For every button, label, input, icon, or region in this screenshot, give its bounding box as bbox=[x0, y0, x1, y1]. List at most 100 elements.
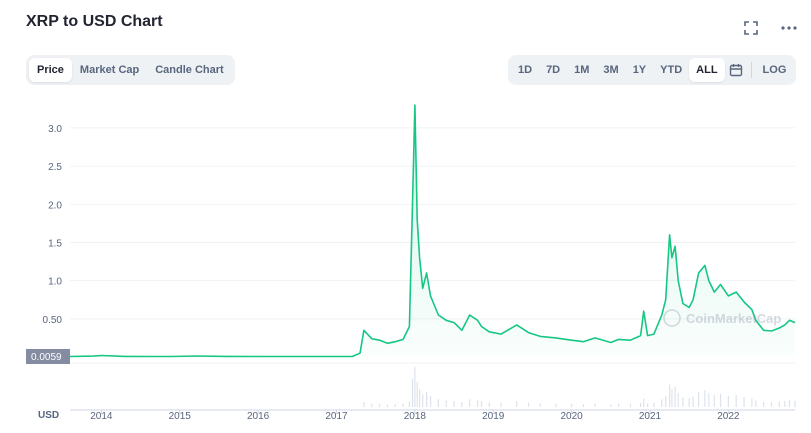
x-tick-label: 2014 bbox=[90, 411, 113, 422]
volume-bar bbox=[500, 402, 502, 407]
volume-bar bbox=[784, 401, 786, 407]
y-tick-label: 2.5 bbox=[48, 162, 62, 173]
watermark-text: CoinMarketCap bbox=[686, 311, 781, 326]
current-price-label: 0.0059 bbox=[31, 352, 62, 363]
price-line bbox=[69, 104, 796, 358]
volume-bar bbox=[476, 400, 479, 407]
volume-bar bbox=[671, 388, 673, 407]
x-tick-label: 2018 bbox=[404, 411, 427, 422]
y-tick-label: 2.0 bbox=[48, 200, 62, 211]
volume-bar bbox=[763, 402, 765, 407]
volume-bar bbox=[755, 400, 757, 407]
volume-bar bbox=[469, 399, 471, 407]
volume-bar bbox=[445, 400, 447, 407]
volume-bar bbox=[788, 400, 791, 407]
range-all[interactable]: ALL bbox=[689, 58, 725, 82]
volume-bar bbox=[665, 396, 667, 407]
chart-type-tabs: Price Market Cap Candle Chart bbox=[26, 55, 235, 85]
x-tick-label: 2016 bbox=[247, 411, 270, 422]
price-tag-bg bbox=[26, 349, 70, 364]
volume-bar bbox=[555, 403, 557, 407]
log-toggle[interactable]: LOG bbox=[762, 64, 787, 76]
volume-bar bbox=[394, 404, 396, 407]
volume-bar bbox=[378, 403, 381, 407]
volume-bar bbox=[582, 404, 584, 407]
volume-bar bbox=[416, 381, 418, 407]
volume-bar bbox=[618, 403, 620, 407]
volume-bar bbox=[429, 395, 432, 407]
volume-bar bbox=[461, 402, 463, 407]
price-chart: 0.50 1.0 1.5 2.0 2.5 3.0 CoinMarketCap 0.0059 US… bbox=[26, 104, 796, 422]
volume-bar bbox=[386, 404, 389, 407]
volume-bar bbox=[682, 397, 684, 407]
expand-icon[interactable] bbox=[743, 20, 759, 36]
calendar-icon[interactable] bbox=[725, 58, 747, 82]
volume-bar bbox=[778, 401, 780, 407]
volume-bar bbox=[692, 396, 694, 407]
volume-bar bbox=[422, 394, 424, 407]
volume-bar bbox=[704, 390, 706, 407]
volume-bar bbox=[488, 402, 490, 407]
volume-bar bbox=[408, 401, 410, 407]
volume-bar bbox=[727, 395, 729, 407]
volume-bar bbox=[735, 395, 737, 407]
volume-bar bbox=[411, 379, 414, 407]
x-tick-label: 2020 bbox=[560, 411, 583, 422]
volume-bar bbox=[708, 393, 710, 407]
volume-bar bbox=[661, 399, 663, 407]
volume-bar bbox=[653, 402, 655, 407]
x-tick-label: 2022 bbox=[717, 411, 740, 422]
volume-bar bbox=[437, 399, 439, 407]
volume-bar bbox=[794, 400, 796, 407]
volume-bar bbox=[688, 397, 690, 407]
volume-bar bbox=[516, 401, 518, 407]
volume-bar bbox=[527, 402, 530, 407]
volume-bar bbox=[426, 391, 428, 407]
volume-bar bbox=[418, 388, 421, 407]
range-1m[interactable]: 1M bbox=[574, 64, 590, 76]
x-tick-label: 2017 bbox=[325, 411, 348, 422]
volume-bar bbox=[713, 395, 715, 407]
volume-bar bbox=[610, 404, 612, 407]
volume-bar bbox=[371, 403, 373, 407]
range-7d[interactable]: 7D bbox=[546, 64, 561, 76]
volume-bar bbox=[414, 367, 416, 407]
volume-bar bbox=[674, 386, 676, 407]
page-title: XRP to USD Chart bbox=[26, 13, 163, 30]
range-ytd[interactable]: YTD bbox=[660, 64, 683, 76]
volume-bar bbox=[668, 384, 671, 407]
x-tick-label: 2019 bbox=[482, 411, 505, 422]
y-tick-label: 3.0 bbox=[48, 124, 62, 135]
volume-bar bbox=[677, 393, 679, 407]
volume-bar bbox=[751, 398, 753, 407]
watermark-logo-icon bbox=[663, 309, 681, 327]
y-tick-label: 0.50 bbox=[43, 315, 63, 326]
volume-bar bbox=[539, 403, 541, 407]
y-tick-label: 1.5 bbox=[48, 238, 62, 249]
top-actions bbox=[743, 20, 797, 36]
tab-market-cap[interactable]: Market Cap bbox=[79, 64, 140, 76]
volume-bar bbox=[629, 403, 632, 407]
range-selector: 1D 7D 1M 3M 1Y YTD ALL LOG bbox=[508, 55, 797, 85]
volume-bar bbox=[643, 398, 645, 407]
more-icon[interactable] bbox=[781, 20, 797, 36]
price-area bbox=[70, 105, 795, 357]
volume-bar bbox=[571, 403, 573, 407]
tab-candle-chart[interactable]: Candle Chart bbox=[155, 64, 224, 76]
volume-bar bbox=[743, 396, 745, 407]
range-3m[interactable]: 3M bbox=[603, 64, 619, 76]
volume-bar bbox=[770, 402, 773, 407]
volume-bar bbox=[402, 403, 404, 407]
x-tick-label: 2021 bbox=[639, 411, 662, 422]
volume-bar bbox=[719, 393, 722, 407]
tab-price[interactable]: Price bbox=[29, 58, 72, 82]
x-tick-label: 2015 bbox=[169, 411, 192, 422]
volume-bar bbox=[594, 403, 596, 407]
range-1y[interactable]: 1Y bbox=[632, 64, 647, 76]
currency-label: USD bbox=[38, 410, 59, 421]
volume-bar bbox=[647, 403, 649, 407]
y-tick-label: 1.0 bbox=[48, 277, 62, 288]
range-1d[interactable]: 1D bbox=[518, 64, 533, 76]
range-divider bbox=[750, 62, 752, 78]
volume-bar bbox=[363, 402, 365, 407]
